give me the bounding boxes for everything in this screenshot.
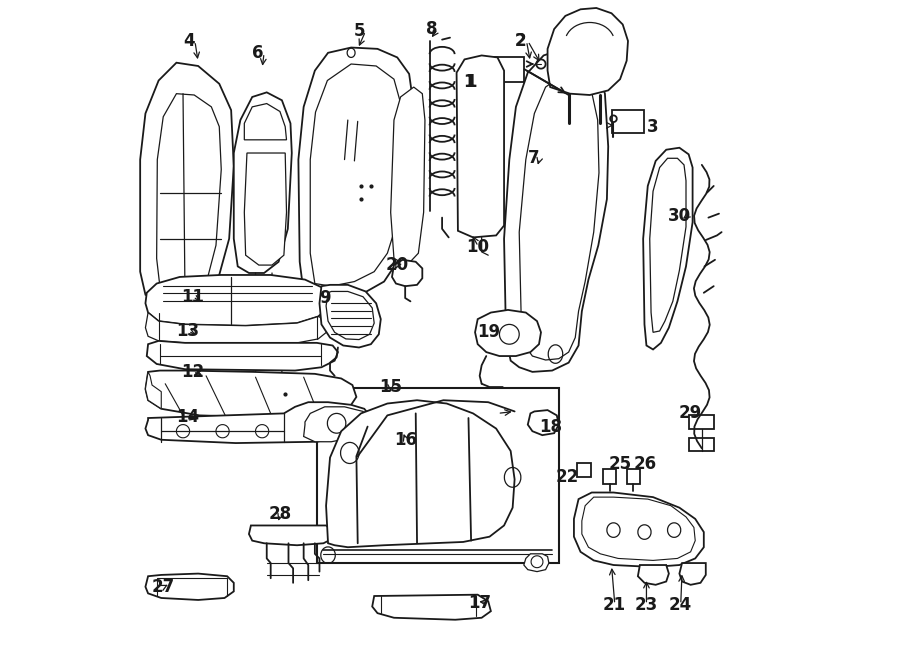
Text: 23: 23 xyxy=(634,596,658,614)
Text: 8: 8 xyxy=(426,20,437,38)
Polygon shape xyxy=(146,402,370,443)
Bar xyxy=(577,463,591,477)
Polygon shape xyxy=(326,291,374,340)
Bar xyxy=(482,57,525,82)
Polygon shape xyxy=(320,285,381,348)
Text: 1: 1 xyxy=(464,73,475,91)
Text: 20: 20 xyxy=(385,256,409,274)
Text: 22: 22 xyxy=(555,468,579,487)
Polygon shape xyxy=(650,158,686,332)
Polygon shape xyxy=(475,310,541,356)
Bar xyxy=(185,579,202,591)
Bar xyxy=(547,64,555,81)
Text: 25: 25 xyxy=(608,455,631,473)
Bar xyxy=(317,389,560,563)
Text: 26: 26 xyxy=(634,455,656,473)
Polygon shape xyxy=(299,48,416,299)
Text: 1: 1 xyxy=(465,73,476,91)
Polygon shape xyxy=(244,103,286,140)
Polygon shape xyxy=(680,563,706,585)
Text: 21: 21 xyxy=(603,596,626,614)
Polygon shape xyxy=(392,260,422,286)
Text: 15: 15 xyxy=(379,378,401,396)
Text: 29: 29 xyxy=(679,404,702,422)
Polygon shape xyxy=(527,410,559,435)
Polygon shape xyxy=(638,565,669,585)
Text: 2: 2 xyxy=(515,32,526,50)
Text: 24: 24 xyxy=(669,596,692,614)
Bar xyxy=(626,469,640,484)
Polygon shape xyxy=(157,94,221,293)
Polygon shape xyxy=(504,49,608,372)
Polygon shape xyxy=(524,554,549,571)
Text: 6: 6 xyxy=(252,44,264,62)
Polygon shape xyxy=(547,8,628,95)
Polygon shape xyxy=(574,493,704,567)
Text: 3: 3 xyxy=(646,118,658,136)
Polygon shape xyxy=(303,407,370,442)
Polygon shape xyxy=(310,64,404,286)
Polygon shape xyxy=(147,341,338,371)
Text: 2: 2 xyxy=(515,32,526,50)
Polygon shape xyxy=(249,526,333,545)
Polygon shape xyxy=(140,63,234,303)
Polygon shape xyxy=(391,87,425,265)
Polygon shape xyxy=(519,75,599,360)
Bar xyxy=(603,469,616,484)
Text: 12: 12 xyxy=(181,363,204,381)
Text: 27: 27 xyxy=(152,578,176,596)
Polygon shape xyxy=(146,312,328,343)
Text: 7: 7 xyxy=(527,150,539,167)
Text: 9: 9 xyxy=(320,289,331,307)
Polygon shape xyxy=(326,401,515,547)
Text: 11: 11 xyxy=(181,288,204,306)
Polygon shape xyxy=(244,153,286,265)
Bar xyxy=(160,579,176,591)
Bar xyxy=(658,258,678,288)
Text: 17: 17 xyxy=(468,594,490,612)
Polygon shape xyxy=(146,372,161,409)
Polygon shape xyxy=(146,275,330,326)
Bar xyxy=(688,438,714,451)
Text: 10: 10 xyxy=(466,238,490,256)
Text: 19: 19 xyxy=(478,323,500,342)
Text: 4: 4 xyxy=(183,32,194,50)
Text: 5: 5 xyxy=(354,22,365,40)
Bar xyxy=(611,110,644,133)
Polygon shape xyxy=(373,594,490,620)
Polygon shape xyxy=(146,371,356,418)
Text: 16: 16 xyxy=(394,431,417,449)
Text: 13: 13 xyxy=(176,322,200,340)
Text: 14: 14 xyxy=(176,408,200,426)
Text: 18: 18 xyxy=(539,418,562,436)
Polygon shape xyxy=(234,93,292,273)
Bar xyxy=(688,415,714,428)
Polygon shape xyxy=(644,148,693,350)
Text: 30: 30 xyxy=(668,207,690,224)
Polygon shape xyxy=(581,497,695,561)
Bar xyxy=(560,64,567,81)
Polygon shape xyxy=(456,56,504,238)
Bar xyxy=(572,64,580,81)
Text: 28: 28 xyxy=(269,505,292,523)
Polygon shape xyxy=(146,573,234,600)
